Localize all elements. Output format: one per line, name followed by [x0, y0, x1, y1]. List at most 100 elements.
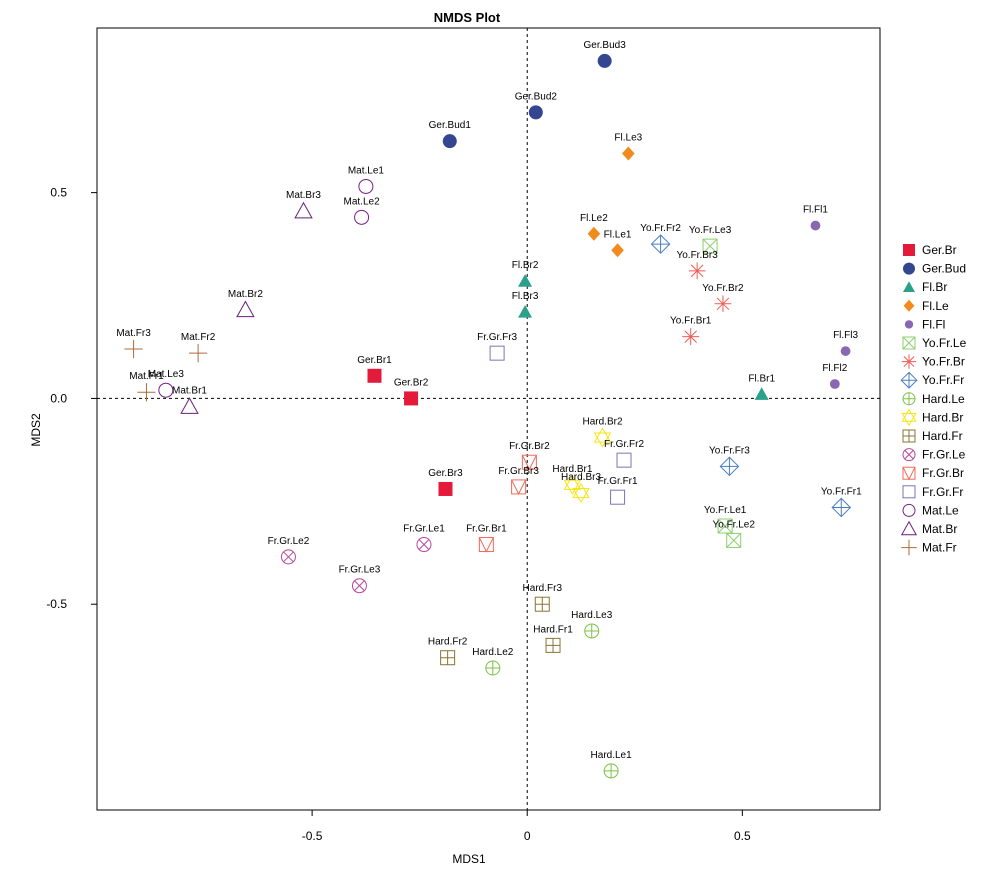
point-ger-bud [442, 134, 457, 149]
point-ger-bud [597, 53, 612, 68]
point-label: Fl.Fl3 [833, 330, 858, 341]
point-mat-br [180, 397, 199, 414]
point-label: Ger.Br2 [394, 377, 429, 388]
legend-item: Hard.Le [902, 392, 965, 406]
point-label: Mat.Br2 [228, 289, 263, 300]
point-label: Fl.Le2 [580, 213, 608, 224]
point-label: Yo.Fr.Fr2 [640, 223, 681, 234]
point-fl-br [518, 304, 533, 318]
legend-symbol [904, 320, 914, 329]
legend-label: Fr.Gr.Fr [922, 485, 963, 499]
point-label: Hard.Fr2 [428, 637, 468, 648]
point-fr-gr-le [351, 578, 367, 594]
point-hard-fr [545, 637, 561, 653]
point-fr-gr-le [280, 549, 296, 565]
point-hard-br [572, 482, 590, 504]
legend-item: Mat.Br [900, 520, 957, 536]
point-label: Mat.Le1 [348, 165, 385, 176]
point-fr-gr-fr [489, 345, 505, 361]
point-yo-fr-br [714, 295, 732, 313]
x-tick-label: 0 [524, 829, 531, 843]
point-ger-br [438, 481, 453, 496]
legend-symbol [902, 503, 916, 517]
point-label: Mat.Le2 [344, 196, 381, 207]
legend-item: Fr.Gr.Br [902, 466, 964, 481]
legend-symbol [900, 520, 918, 536]
legend-item: Fl.Le [903, 299, 949, 313]
legend-label: Yo.Fr.Le [922, 336, 967, 350]
point-label: Fr.Gr.Fr1 [598, 476, 638, 487]
legend-label: Yo.Fr.Fr [922, 373, 964, 387]
point-label: Yo.Fr.Br3 [676, 250, 718, 261]
legend-label: Hard.Fr [922, 429, 963, 443]
legend-label: Fr.Gr.Le [922, 448, 966, 462]
point-label: Mat.Br1 [172, 386, 207, 397]
legend-symbol [901, 539, 917, 556]
point-label: Fl.Br2 [512, 260, 539, 271]
point-fl-br [518, 274, 533, 287]
point-fl-le [587, 226, 601, 241]
x-axis-title: MDS1 [452, 852, 486, 866]
point-yo-fr-fr [650, 234, 671, 254]
legend-label: Fl.Fl [922, 317, 945, 331]
legend-item: Mat.Fr [901, 539, 957, 556]
point-label: Yo.Fr.Br2 [702, 283, 744, 294]
point-label: Mat.Fr1 [129, 371, 164, 382]
legend-symbol [902, 429, 916, 443]
point-yo-fr-br [688, 262, 706, 280]
point-label: Fr.Gr.Br2 [509, 441, 550, 452]
point-label: Hard.Br2 [583, 417, 623, 428]
legend-item: Ger.Br [903, 243, 957, 257]
point-hard-fr [440, 650, 456, 666]
point-label: Fl.Le1 [604, 229, 632, 240]
point-fr-gr-br [521, 454, 537, 471]
legend-symbol [900, 371, 918, 389]
point-label: Fl.Fl1 [803, 205, 828, 216]
point-label: Hard.Fr3 [523, 583, 563, 594]
legend-symbol [902, 336, 916, 350]
point-hard-le [584, 623, 600, 639]
legend-item: Hard.Fr [902, 429, 963, 443]
point-mat-le [158, 382, 174, 398]
point-label: Yo.Fr.Le1 [704, 505, 747, 516]
legend-label: Fl.Le [922, 299, 949, 313]
legend-label: Ger.Br [922, 243, 957, 257]
legend-item: Yo.Fr.Le [902, 336, 967, 350]
point-label: Yo.Fr.Fr1 [821, 486, 862, 497]
x-tick-label: 0.5 [734, 829, 751, 843]
legend-symbol [901, 408, 917, 427]
point-label: Mat.Fr2 [181, 332, 216, 343]
legend-symbol [903, 299, 915, 312]
point-mat-br [236, 300, 255, 318]
legend-item: Mat.Le [902, 503, 959, 517]
legend-label: Mat.Fr [922, 541, 957, 555]
point-hard-br [593, 427, 612, 448]
point-label: Fr.Gr.Fr3 [477, 332, 517, 343]
legend-label: Hard.Le [922, 392, 965, 406]
legend: Ger.Br Ger.Bud Fl.Br Fl.Le Fl.Fl Yo.Fr.Le Yo.F… [900, 243, 967, 556]
point-label: Ger.Bud3 [584, 40, 627, 51]
point-fl-fl [840, 346, 851, 356]
point-label: Hard.Le3 [571, 610, 613, 621]
point-fl-fl [810, 220, 821, 231]
point-fl-fl [829, 379, 840, 389]
legend-symbol [903, 244, 915, 256]
point-label: Hard.Fr1 [533, 624, 573, 635]
point-ger-bud [528, 105, 543, 120]
point-fr-gr-fr [616, 452, 632, 468]
point-label: Fr.Gr.Br3 [498, 466, 539, 477]
point-fr-gr-fr [610, 489, 626, 505]
legend-label: Mat.Br [922, 522, 957, 536]
point-label: Fr.Gr.Le2 [268, 536, 310, 547]
legend-label: Hard.Br [922, 410, 963, 424]
point-ger-br [367, 368, 382, 383]
point-label: Ger.Bud1 [429, 120, 472, 131]
point-ger-br [404, 391, 419, 406]
point-label: Yo.Fr.Le3 [689, 225, 732, 236]
legend-item: Fr.Gr.Fr [902, 485, 963, 499]
point-mat-fr [189, 344, 208, 363]
axis-ticks: -0.5 0 0.5 -0.5 0.0 0.5 [46, 186, 751, 843]
point-mat-br [294, 201, 313, 219]
point-label: Fl.Le3 [614, 133, 642, 144]
